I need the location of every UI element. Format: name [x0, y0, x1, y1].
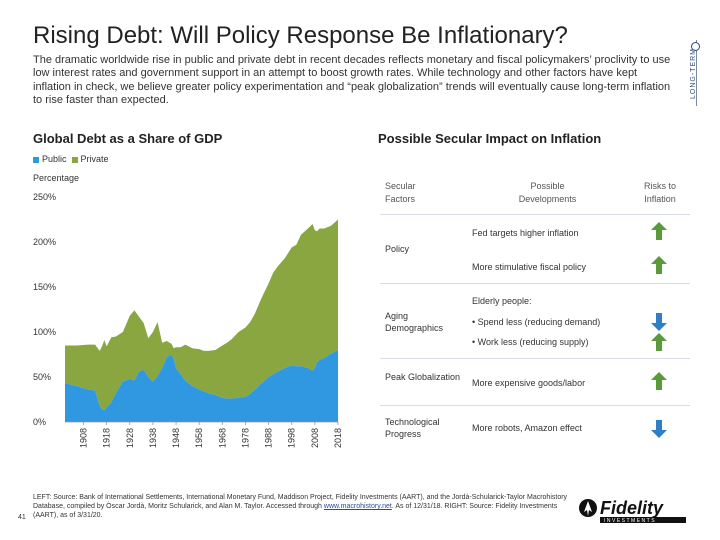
legend-private-swatch: [71, 156, 78, 163]
dev-spend-less: • Spend less (reducing demand): [472, 317, 601, 327]
x-tick-label: 1968: [217, 428, 227, 448]
y-tick-label: 100%: [33, 327, 56, 337]
header-rule: [380, 214, 690, 215]
chart-legend: Public Private: [33, 154, 109, 164]
logo-wordmark: Fidelity: [600, 498, 664, 518]
source-link[interactable]: www.macrohistory.net: [323, 503, 392, 510]
source-text: LEFT: Source: Bank of International Sett…: [33, 494, 568, 510]
col-head-risks: Risks to Inflation: [643, 181, 676, 204]
down-arrow-icon: [651, 420, 667, 438]
y-tick-label: 0%: [33, 417, 46, 427]
legend-private-label: Private: [80, 154, 109, 164]
fidelity-logo: Fidelity INVESTMENTS: [579, 498, 686, 524]
series-public-area: [65, 350, 338, 422]
factor-technological-progress: Technological Progress: [385, 417, 440, 439]
source-footnote: LEFT: Source: Bank of International Sett…: [33, 493, 573, 520]
side-tag-dot-icon: [691, 42, 700, 51]
y-axis-title: Percentage: [33, 173, 80, 183]
x-tick-label: 1978: [240, 428, 250, 448]
x-tick-label: 2018: [333, 428, 343, 448]
legend-public-swatch: [33, 156, 39, 163]
dev-fiscal-policy: More stimulative fiscal policy: [472, 262, 587, 272]
dev-robots: More robots, Amazon effect: [472, 423, 582, 433]
x-tick-label: 1988: [264, 428, 274, 448]
col-head-factors: Secular Factors: [385, 181, 416, 204]
side-tag-line: [696, 40, 697, 106]
x-tick-label: 1908: [79, 428, 89, 448]
source-tail: . As of 12/31/18. RIGHT: Source: Fidelit…: [33, 503, 558, 519]
x-tick-label: 1998: [287, 428, 297, 448]
dev-fed-targets: Fed targets higher inflation: [472, 228, 579, 238]
y-tick-label: 50%: [33, 372, 51, 382]
x-tick-label: 2008: [310, 428, 320, 448]
up-arrow-icon: [651, 372, 667, 390]
row-rule: [380, 358, 690, 359]
col-head-developments: Possible Developments: [518, 181, 577, 204]
down-arrow-icon: [651, 313, 667, 331]
side-tag: LONG-TERM: [690, 40, 706, 106]
up-arrow-icon: [651, 256, 667, 274]
up-arrow-icon: [651, 222, 667, 240]
y-tick-label: 250%: [33, 192, 56, 202]
factor-aging: Aging Demographics: [385, 311, 444, 333]
left-panel-heading: Global Debt as a Share of GDP: [33, 131, 223, 146]
legend-public-label: Public: [42, 154, 67, 164]
up-arrow-icon: [651, 333, 667, 351]
series-private-area: [65, 219, 338, 411]
page-number: 41: [18, 514, 26, 521]
page-title: Rising Debt: Will Policy Response Be Inf…: [33, 22, 568, 49]
x-tick-label: 1958: [194, 428, 204, 448]
dev-work-less: • Work less (reducing supply): [472, 337, 589, 347]
dev-expensive-goods: More expensive goods/labor: [472, 378, 586, 388]
intro-paragraph: The dramatic worldwide rise in public an…: [33, 54, 671, 106]
x-tick-label: 1938: [148, 428, 158, 448]
x-tick-label: 1918: [102, 428, 112, 448]
x-tick-label: 1948: [171, 428, 181, 448]
y-tick-label: 150%: [33, 282, 56, 292]
dev-elderly: Elderly people:: [472, 296, 532, 306]
logo-subtext: INVESTMENTS: [604, 518, 656, 524]
x-tick-label: 1928: [125, 428, 135, 448]
row-rule: [380, 405, 690, 406]
y-tick-label: 200%: [33, 237, 56, 247]
factor-peak-globalization: Peak Globalization: [385, 372, 461, 382]
right-panel-heading: Possible Secular Impact on Inflation: [378, 131, 602, 146]
row-rule: [380, 283, 690, 284]
factor-policy: Policy: [385, 244, 410, 254]
